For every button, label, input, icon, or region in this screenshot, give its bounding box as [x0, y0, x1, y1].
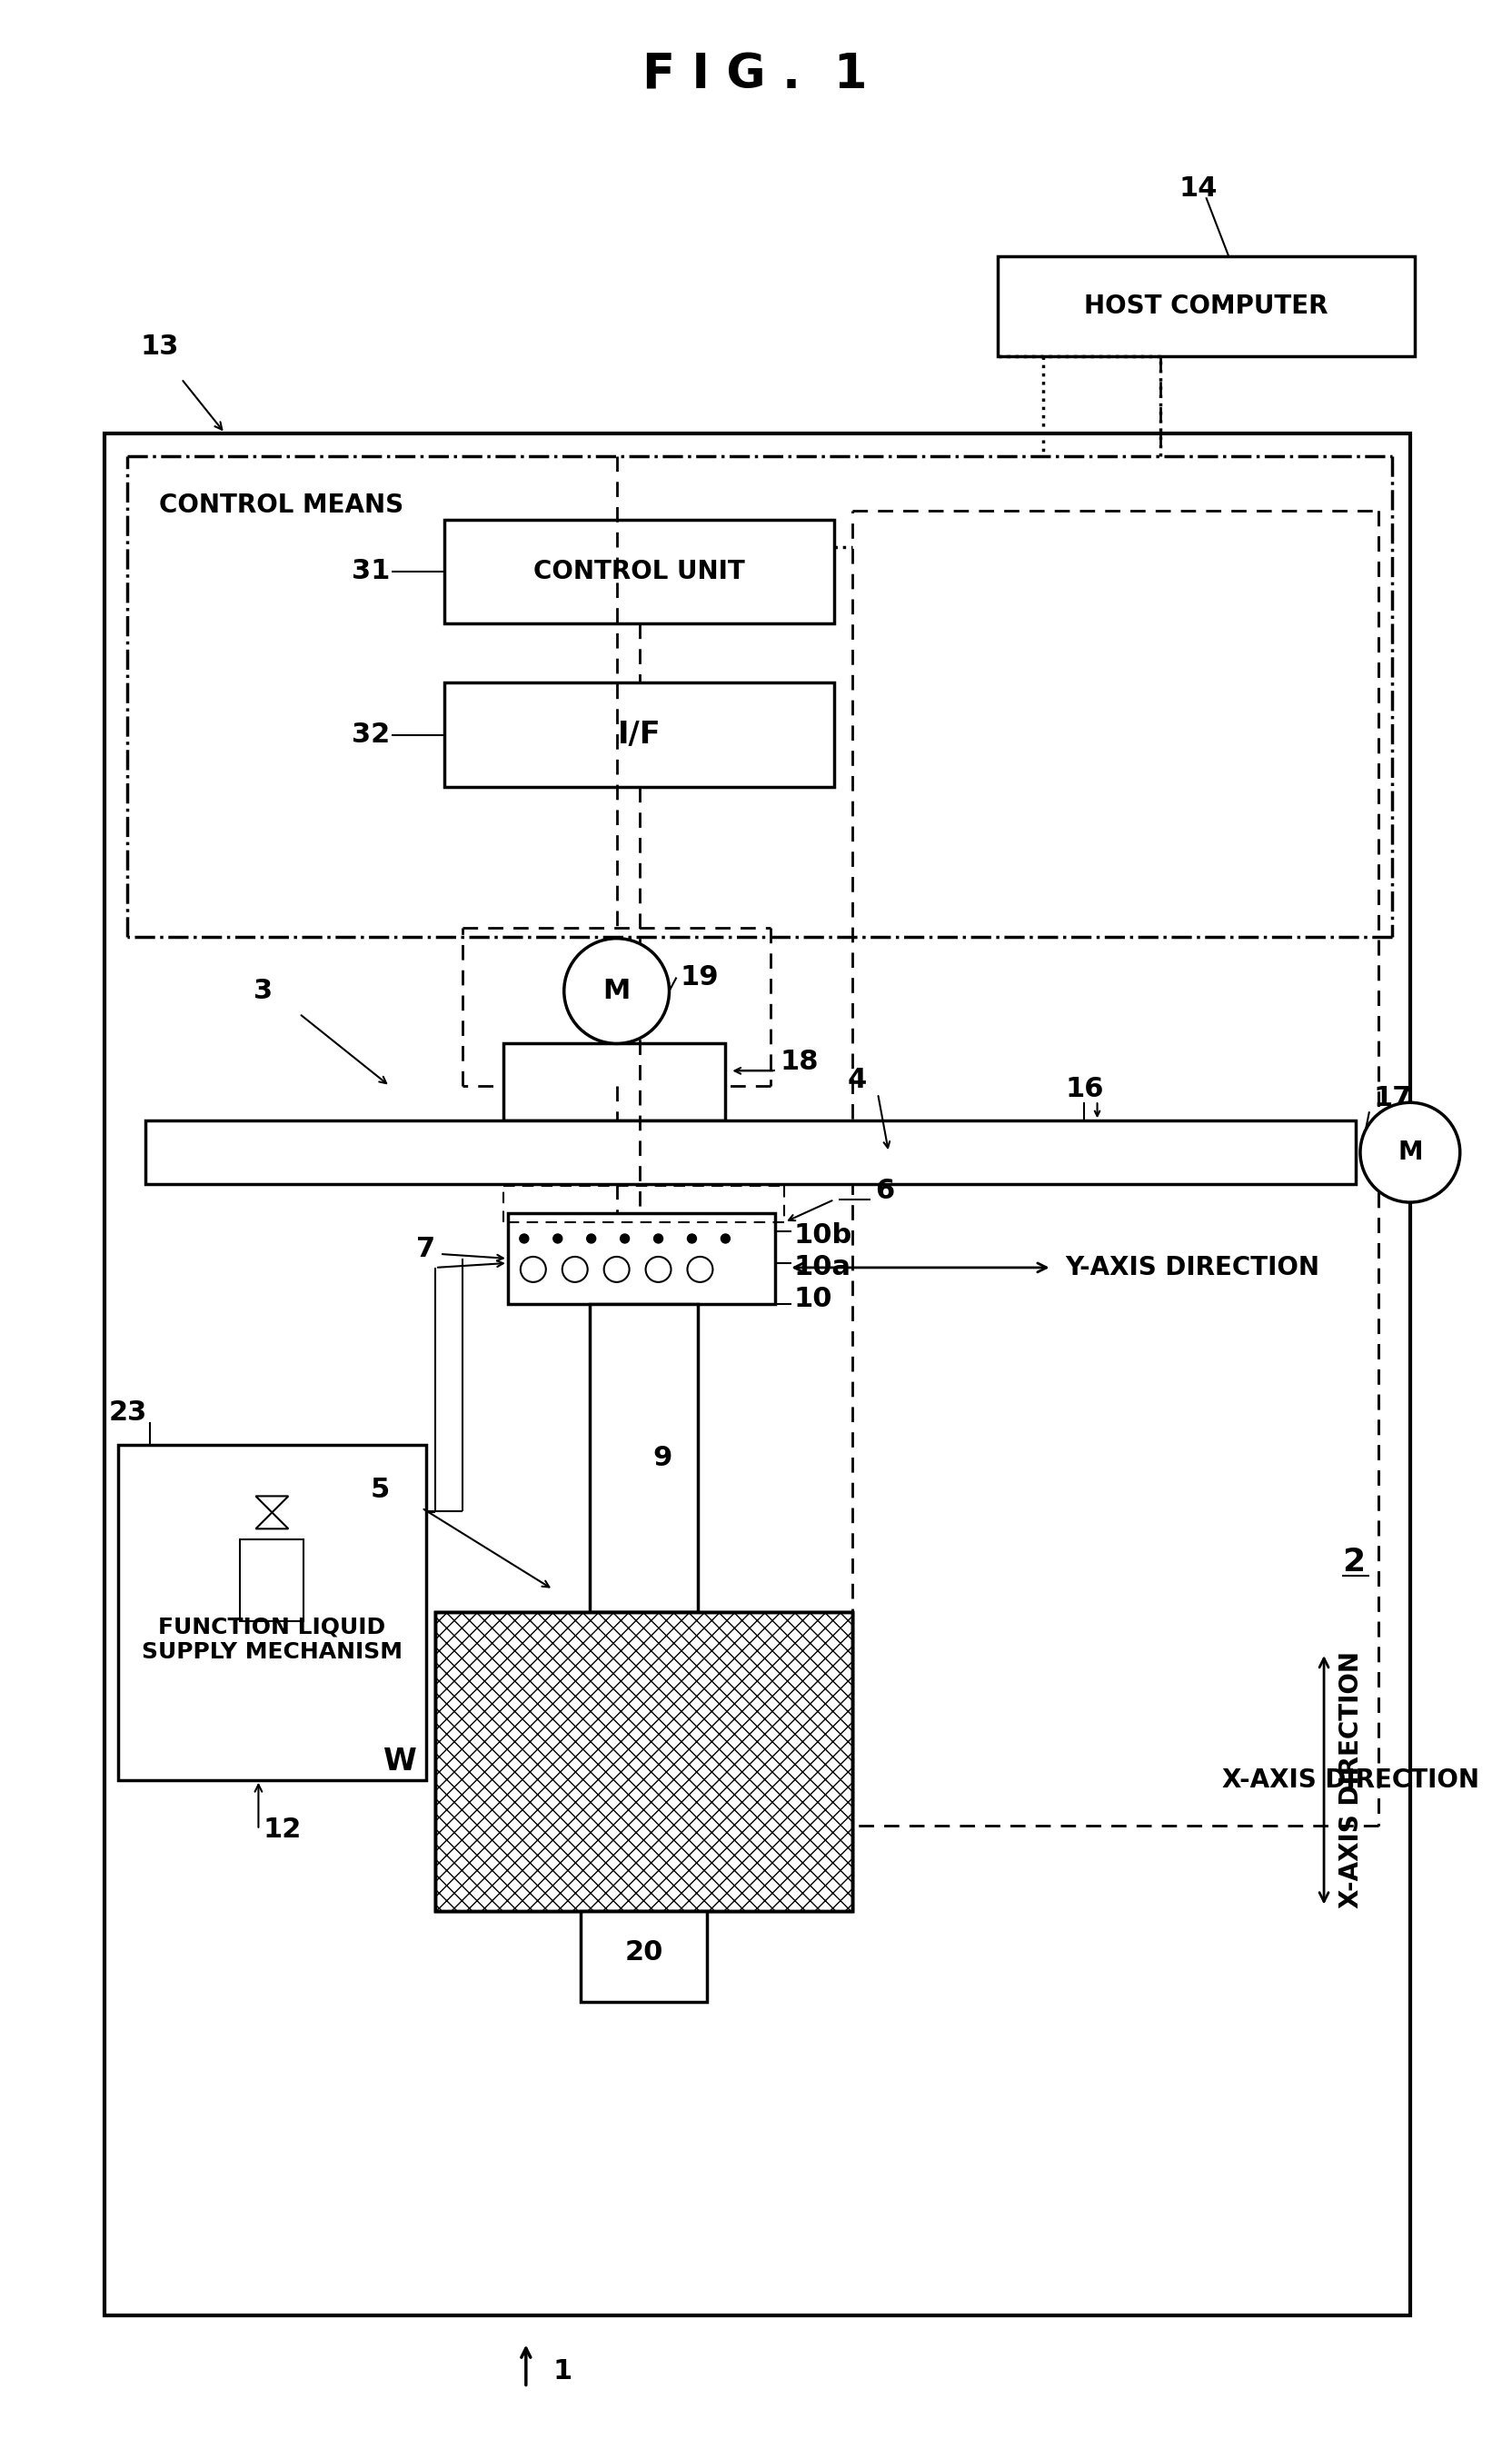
Circle shape — [688, 1234, 697, 1244]
Bar — [118, 1443, 426, 1780]
Circle shape — [1361, 1102, 1461, 1202]
Text: 32: 32 — [352, 720, 390, 748]
Text: FUNCTION LIQUID
SUPPLY MECHANISM: FUNCTION LIQUID SUPPLY MECHANISM — [142, 1616, 402, 1662]
Text: 18: 18 — [780, 1048, 818, 1075]
Bar — [998, 256, 1415, 357]
Bar — [435, 1613, 853, 1911]
Text: W: W — [384, 1746, 417, 1778]
Text: 6: 6 — [875, 1178, 895, 1202]
Bar — [445, 519, 835, 625]
Text: F I G .  1: F I G . 1 — [643, 52, 866, 98]
Circle shape — [603, 1257, 629, 1281]
Text: 12: 12 — [263, 1817, 301, 1844]
Circle shape — [520, 1234, 529, 1244]
Text: M: M — [1397, 1139, 1423, 1166]
Bar — [503, 1043, 726, 1121]
Bar — [240, 1539, 304, 1620]
Circle shape — [553, 1234, 562, 1244]
Circle shape — [620, 1234, 629, 1244]
Text: 10a: 10a — [794, 1254, 851, 1281]
Circle shape — [646, 1257, 671, 1281]
Bar — [508, 1212, 776, 1303]
Text: 16: 16 — [1066, 1075, 1104, 1102]
Text: 9: 9 — [653, 1446, 673, 1470]
Circle shape — [562, 1257, 588, 1281]
Circle shape — [587, 1234, 596, 1244]
Bar — [581, 1911, 708, 2002]
Text: 14: 14 — [1179, 175, 1217, 202]
Circle shape — [564, 939, 670, 1043]
Text: 1: 1 — [553, 2358, 573, 2385]
Bar — [435, 1613, 853, 1911]
Text: CONTROL MEANS: CONTROL MEANS — [159, 492, 404, 519]
Text: 2: 2 — [1343, 1547, 1365, 1579]
Bar — [435, 1613, 853, 1911]
Text: 3: 3 — [254, 979, 274, 1003]
Bar — [445, 684, 835, 787]
Text: CONTROL UNIT: CONTROL UNIT — [534, 558, 745, 585]
Bar — [590, 1303, 699, 1613]
Polygon shape — [256, 1512, 289, 1529]
Bar — [104, 433, 1411, 2314]
Circle shape — [520, 1257, 546, 1281]
Circle shape — [721, 1234, 730, 1244]
Text: Y-AXIS DIRECTION: Y-AXIS DIRECTION — [1066, 1254, 1320, 1281]
Text: 7: 7 — [416, 1237, 435, 1261]
Text: 10b: 10b — [794, 1222, 851, 1249]
Text: 17: 17 — [1374, 1084, 1412, 1111]
Text: 13: 13 — [141, 334, 178, 361]
Text: 23: 23 — [109, 1399, 147, 1426]
Text: 4: 4 — [848, 1067, 868, 1094]
Text: X-AXIS DIRECTION: X-AXIS DIRECTION — [1223, 1768, 1480, 1793]
Text: 31: 31 — [351, 558, 390, 585]
Polygon shape — [256, 1495, 289, 1512]
Text: 5: 5 — [370, 1475, 389, 1502]
Text: M: M — [603, 979, 631, 1003]
Text: X-AXIS DIRECTION: X-AXIS DIRECTION — [1338, 1652, 1364, 1908]
Text: 19: 19 — [680, 964, 718, 991]
Text: I/F: I/F — [618, 720, 661, 750]
Text: HOST COMPUTER: HOST COMPUTER — [1084, 293, 1328, 320]
Bar — [145, 1121, 1356, 1185]
Text: 20: 20 — [624, 1940, 664, 1965]
Circle shape — [688, 1257, 712, 1281]
Text: 10: 10 — [794, 1286, 832, 1313]
Circle shape — [653, 1234, 662, 1244]
